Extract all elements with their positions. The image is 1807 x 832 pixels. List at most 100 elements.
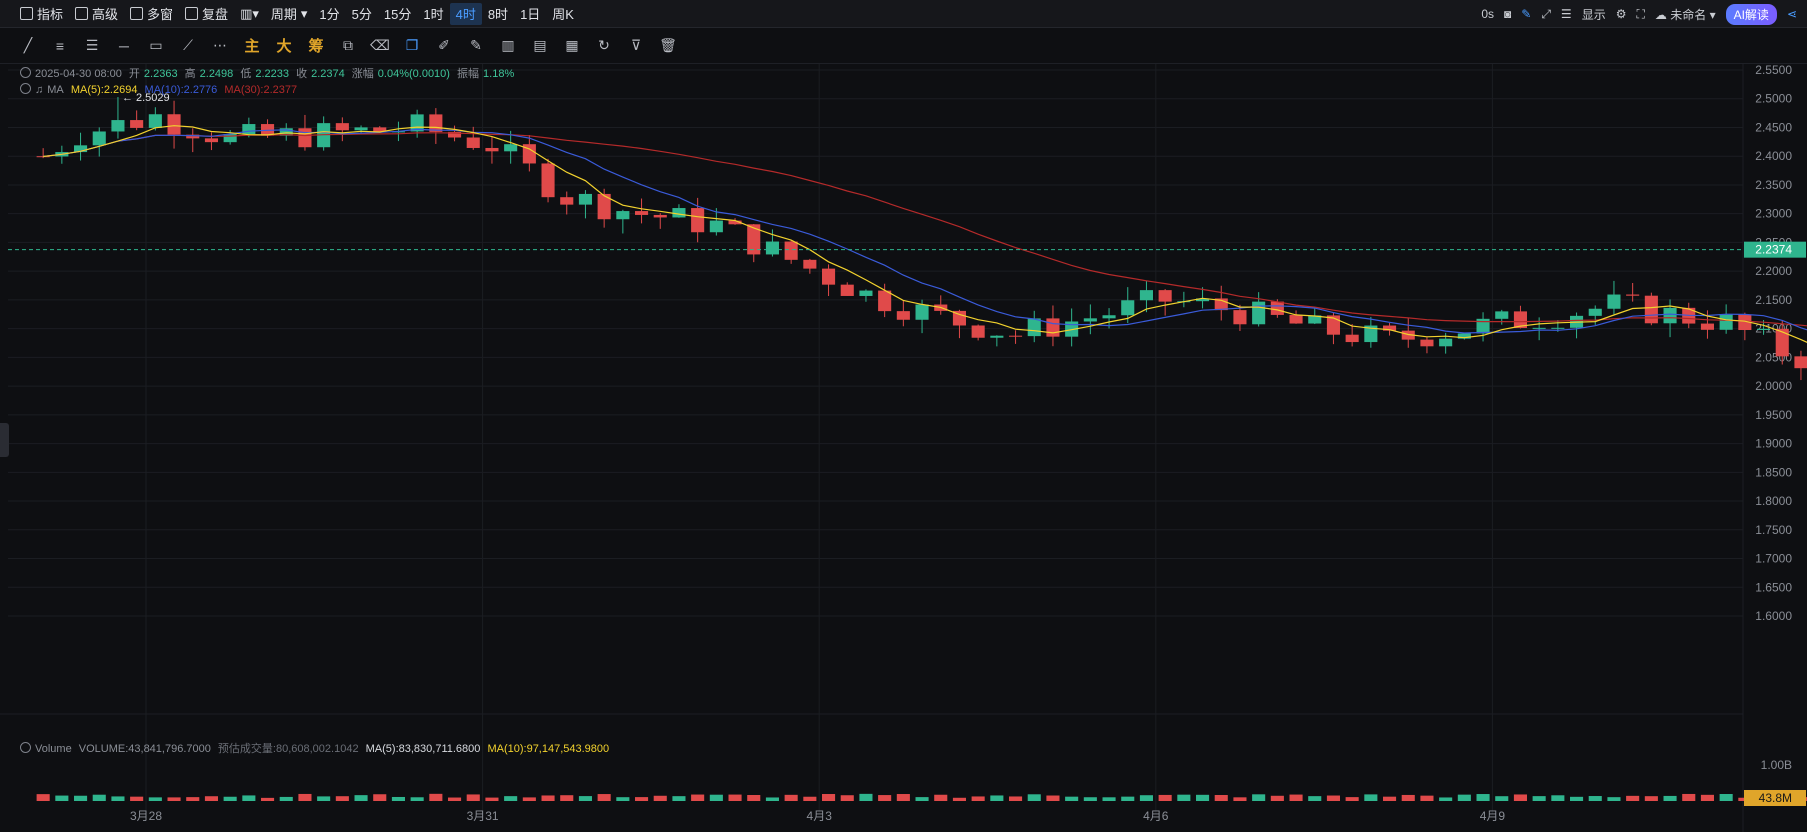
period-5m[interactable]: 5分 [351, 7, 372, 22]
sidebar-toggle[interactable] [0, 423, 9, 457]
more-tools-icon[interactable]: ⋯ [213, 37, 227, 53]
parallel-lines-icon[interactable]: ≡ [55, 37, 65, 54]
volume-bar [1270, 795, 1284, 801]
horizontal-ray-icon[interactable]: ─ [119, 37, 129, 54]
brush-icon[interactable]: ⟋ [183, 37, 193, 53]
volume-bar [822, 794, 836, 801]
volume-bar [878, 795, 892, 801]
collapse-icon[interactable] [20, 83, 31, 94]
volume-bar [672, 796, 686, 801]
candle-body [148, 114, 162, 128]
advanced-button[interactable]: 高级 [69, 3, 124, 25]
cloud-layout-button[interactable]: ☁ 未命名 ▾ [1654, 7, 1716, 22]
volume-bar [1719, 794, 1733, 801]
grid-icon [130, 7, 144, 20]
volume-bar [1383, 796, 1397, 801]
volume-bar [1644, 796, 1658, 801]
volume-bar [1308, 796, 1322, 801]
edit-icon[interactable]: ✎ [1521, 7, 1532, 21]
big-order-button[interactable]: 大 [276, 38, 292, 55]
volume-bar [92, 794, 106, 801]
rectangle-icon[interactable]: ▭ [149, 37, 163, 53]
volume-bar [1083, 797, 1097, 801]
candle-body [111, 120, 125, 132]
collapse-icon[interactable] [20, 67, 31, 78]
copy-icon[interactable]: ❐ [405, 37, 419, 53]
multi-window-button[interactable]: 多窗 [124, 3, 179, 25]
candle-body [298, 128, 312, 148]
pen-icon[interactable]: ✎ [470, 37, 482, 53]
volume-bar [934, 794, 948, 801]
chips-button[interactable]: 筹 [308, 38, 324, 55]
volume-bar [261, 797, 275, 801]
period-1m[interactable]: 1分 [319, 7, 340, 22]
period-dropdown[interactable]: 周期 ▾ [270, 5, 308, 23]
y-tick-label: 2.5500 [1755, 64, 1792, 77]
ohlc-legend: 2025-04-30 08:00 开 2.2363 高 2.2498 低 2.2233… [20, 65, 518, 81]
candle-body [448, 131, 462, 138]
period-15m[interactable]: 15分 [383, 7, 412, 22]
settings-icon[interactable]: ⚙ [1615, 7, 1627, 21]
candle-body [1065, 321, 1079, 337]
volume-bar [1607, 797, 1621, 801]
volume-bar [36, 794, 50, 801]
volume-bar [1532, 796, 1546, 801]
bell-icon[interactable]: ♫ [35, 84, 44, 96]
fullscreen-icon[interactable]: ⛶ [1636, 6, 1645, 21]
chart-type-dropdown[interactable]: ▥▾ [234, 3, 265, 25]
candle-body [747, 224, 761, 255]
volume-bar [915, 797, 929, 801]
replay-button[interactable]: 复盘 [179, 3, 234, 25]
period-8h[interactable]: 8时 [487, 7, 509, 22]
note-icon[interactable]: ▦ [565, 37, 579, 53]
trash-icon[interactable]: 🗑 [659, 37, 677, 53]
candle-body [878, 290, 892, 312]
curve-icon[interactable]: ↻ [598, 37, 610, 53]
magnet-icon[interactable]: ⧉ [343, 37, 353, 53]
trendline-icon[interactable]: ╱ [23, 37, 33, 53]
ma10-line [43, 128, 1807, 334]
top-toolbar: 指标 高级 多窗 复盘 ▥▾ 周期 ▾ 1分 5分 15分 1时 4时 8时 1日… [0, 0, 1807, 28]
candles-tool-icon[interactable]: ▥ [501, 37, 515, 53]
main-indicator-button[interactable]: 主 [244, 38, 260, 55]
candle-body [1775, 328, 1789, 357]
drawing-toolbar: ╱ ≡ ☰ ─ ▭ ⟋ ⋯ 主 大 筹 ⧉ ⌫ ❐ ✐ ✎ ▥ ▤ ▦ ↻ ⊽ … [0, 28, 1807, 64]
candle-body [1719, 314, 1733, 330]
eraser-icon[interactable]: ⌫ [370, 37, 390, 53]
ruler-icon[interactable]: ✐ [438, 37, 450, 53]
volume-bar [784, 794, 798, 801]
popout-icon[interactable]: ⤢ [1541, 6, 1551, 21]
share-icon[interactable]: ⋖ [1786, 7, 1797, 21]
period-1h[interactable]: 1时 [423, 7, 444, 22]
indicators-button[interactable]: 指标 [14, 3, 69, 25]
filter-icon[interactable]: ⊽ [630, 37, 642, 53]
volume-bar [410, 797, 424, 801]
candle-body [1439, 338, 1453, 347]
ai-explain-button[interactable]: AI解读 [1725, 3, 1777, 25]
price-chart[interactable]: 2.55002.50002.45002.40002.35002.30002.25… [0, 64, 1807, 832]
candle-body [167, 114, 181, 135]
period-1d[interactable]: 1日 [520, 7, 541, 22]
candle-body [242, 124, 256, 135]
collapse-icon[interactable] [20, 742, 31, 753]
volume-bar [167, 797, 181, 801]
volume-bar [1626, 795, 1640, 801]
candles-icon: ▥▾ [240, 5, 259, 21]
list-icon[interactable]: ☰ [1560, 7, 1572, 21]
volume-bar [635, 797, 649, 801]
y-tick-label: 1.6500 [1755, 580, 1792, 594]
y-tick-label: 1.7500 [1755, 523, 1792, 537]
candle-body [691, 208, 705, 233]
camera-icon[interactable]: ◙ [1504, 7, 1512, 21]
period-1w[interactable]: 周K [552, 7, 574, 22]
volume-bar [616, 797, 630, 801]
candle-body [672, 208, 686, 218]
candle-body [522, 144, 536, 164]
candle-body [1644, 295, 1658, 324]
period-4h[interactable]: 4时 [449, 2, 482, 25]
candle-body [1326, 315, 1340, 335]
clipboard-icon[interactable]: ▤ [533, 37, 547, 53]
display-button[interactable]: 显示 [1581, 7, 1606, 22]
horizontal-lines-icon[interactable]: ☰ [85, 37, 99, 53]
candle-body [223, 134, 237, 143]
